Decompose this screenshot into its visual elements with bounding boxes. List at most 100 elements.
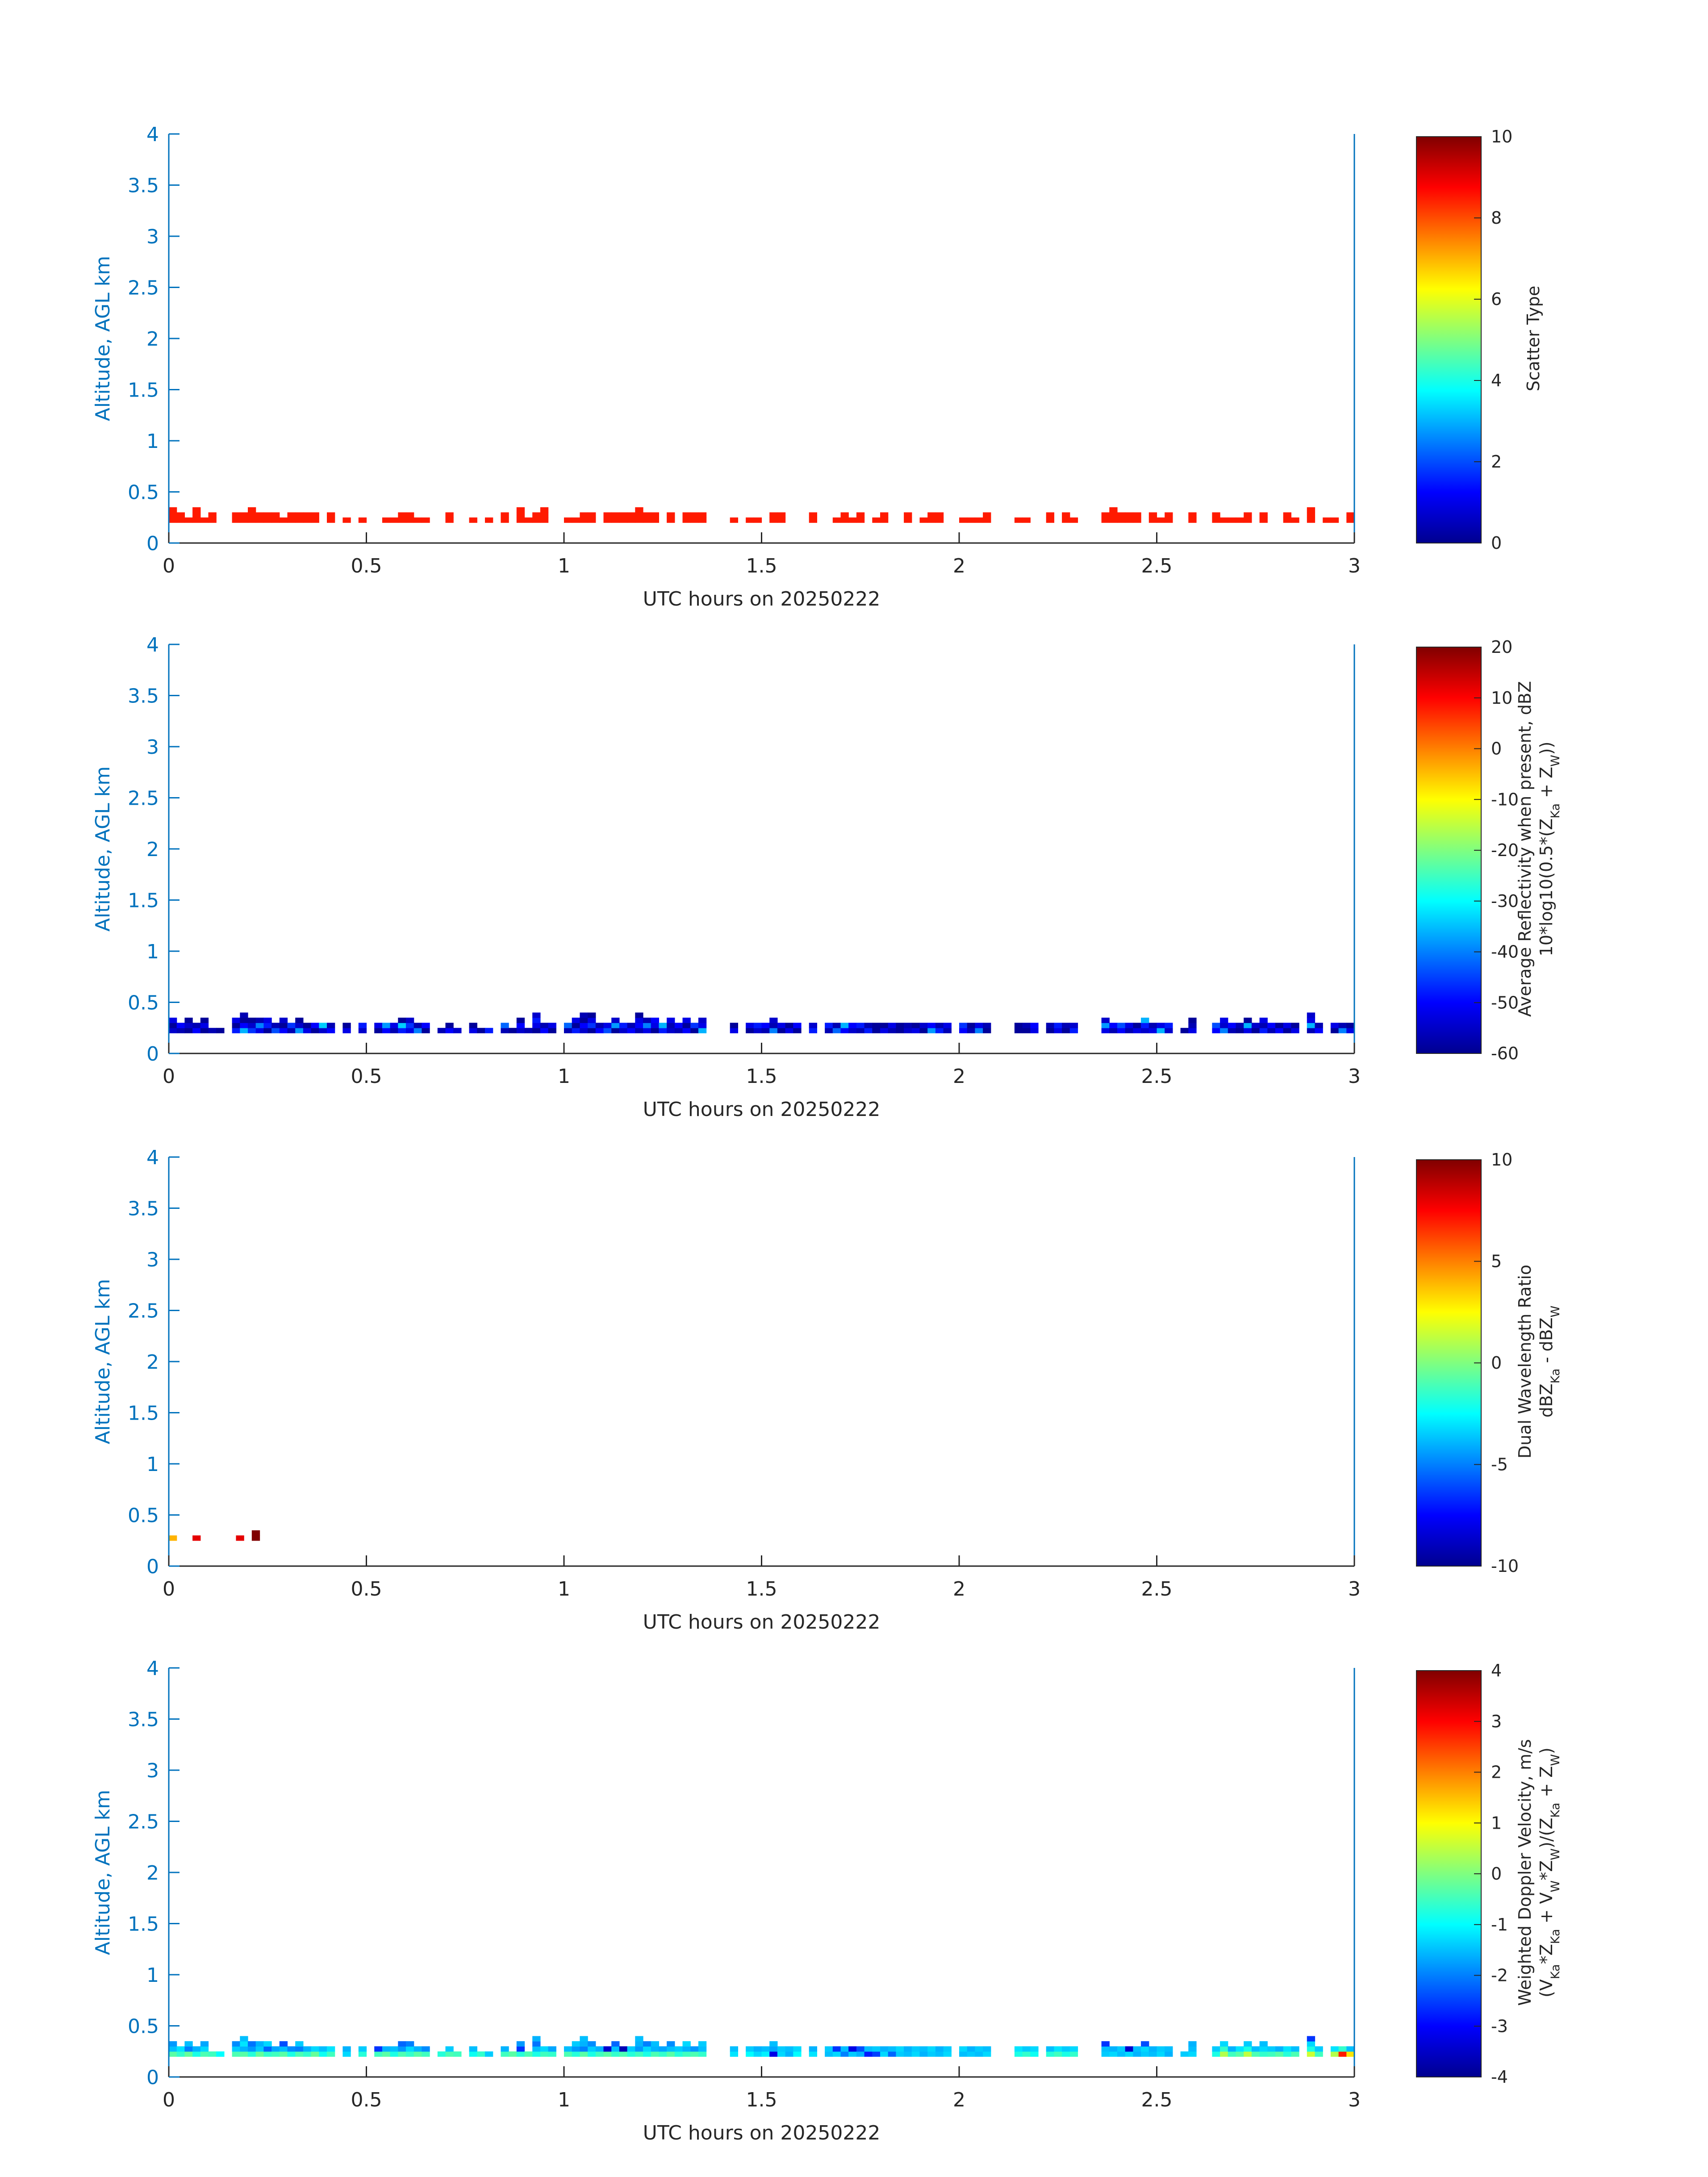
heatmap-cell	[1330, 517, 1339, 523]
heatmap-cell	[1220, 1023, 1228, 1028]
heatmap-cell	[169, 1028, 177, 1033]
heatmap-cell	[1346, 1023, 1355, 1028]
heatmap-cell	[564, 1028, 572, 1033]
colorbar-tick-label: -10	[1491, 1556, 1519, 1576]
heatmap-cell	[271, 517, 280, 523]
heatmap-cell	[200, 2051, 209, 2057]
heatmap-cell	[1046, 2046, 1054, 2052]
heatmap-cell	[793, 2051, 802, 2057]
heatmap-cell	[1283, 512, 1291, 518]
x-tick-label: 1	[558, 555, 570, 577]
heatmap-cell	[1259, 1028, 1268, 1033]
heatmap-cell	[864, 1023, 873, 1028]
heatmap-cell	[548, 1028, 556, 1033]
heatmap-cell	[682, 512, 691, 518]
x-tick-label: 2.5	[1141, 1578, 1173, 1600]
heatmap-cell	[1141, 1023, 1149, 1028]
heatmap-cell	[271, 2051, 280, 2057]
heatmap-cell	[919, 2046, 928, 2052]
heatmap-cell	[572, 1017, 580, 1023]
y-tick-label: 0.5	[128, 2015, 159, 2038]
heatmap-cell	[785, 1023, 793, 1028]
heatmap-cell	[327, 512, 335, 518]
heatmap-cell	[232, 2051, 240, 2057]
heatmap-cell	[983, 2051, 991, 2057]
heatmap-cell	[580, 1028, 588, 1033]
heatmap-cell	[232, 2041, 240, 2047]
heatmap-cell	[342, 2046, 351, 2052]
heatmap-cell	[176, 1028, 185, 1033]
heatmap-cell	[690, 2051, 699, 2057]
heatmap-cell	[303, 2046, 312, 2052]
heatmap-cell	[169, 507, 177, 513]
heatmap-cell	[255, 512, 264, 518]
heatmap-cell	[880, 512, 889, 518]
heatmap-cell	[967, 1028, 975, 1033]
heatmap-cell	[1125, 2051, 1133, 2057]
heatmap-cell	[627, 1028, 635, 1033]
heatmap-cell	[975, 2051, 983, 2057]
heatmap-cell	[595, 2051, 604, 2057]
heatmap-cell	[169, 1535, 177, 1541]
heatmap-cell	[651, 1017, 659, 1023]
heatmap-cell	[1062, 1023, 1070, 1028]
heatmap-cell	[595, 1023, 604, 1028]
heatmap-cell	[398, 1017, 406, 1023]
heatmap-cell	[445, 1023, 454, 1028]
heatmap-cell	[564, 2051, 572, 2057]
heatmap-cell	[1014, 2046, 1023, 2052]
heatmap-cell	[580, 512, 588, 518]
heatmap-cell	[1236, 2051, 1244, 2057]
heatmap-cell	[248, 2041, 256, 2047]
heatmap-cell	[398, 512, 406, 518]
heatmap-cell	[1054, 2046, 1062, 2052]
heatmap-cell	[832, 517, 841, 523]
heatmap-cell	[611, 1017, 620, 1023]
y-tick-label: 1.5	[128, 379, 159, 402]
heatmap-cell	[588, 517, 596, 523]
heatmap-cell	[445, 517, 454, 523]
heatmap-cell	[627, 1023, 635, 1028]
heatmap-cell	[1133, 2046, 1141, 2052]
heatmap-cell	[398, 1023, 406, 1028]
heatmap-cell	[1101, 2046, 1110, 2052]
heatmap-cell	[1165, 2051, 1173, 2057]
heatmap-cell	[904, 1023, 912, 1028]
heatmap-cell	[864, 1028, 873, 1033]
heatmap-cell	[1148, 517, 1157, 523]
heatmap-cell	[1244, 2046, 1252, 2052]
heatmap-cell	[295, 512, 304, 518]
heatmap-cell	[192, 1535, 201, 1541]
heatmap-cell	[588, 2046, 596, 2052]
x-tick-label: 1.5	[746, 2089, 777, 2111]
y-tick-label: 2	[146, 328, 159, 351]
heatmap-cell	[1315, 2051, 1323, 2057]
heatmap-cell	[1291, 2046, 1299, 2052]
heatmap-cell	[651, 2041, 659, 2047]
heatmap-cell	[1307, 2046, 1315, 2052]
heatmap-cell	[1283, 517, 1291, 523]
heatmap-cell	[1259, 2046, 1268, 2052]
heatmap-cell	[635, 2041, 643, 2047]
heatmap-cell	[777, 512, 786, 518]
heatmap-cell	[667, 2046, 675, 2052]
heatmap-cell	[295, 2046, 304, 2052]
heatmap-cell	[1125, 1023, 1133, 1028]
heatmap-cell	[532, 1017, 541, 1023]
heatmap-cell	[848, 2051, 857, 2057]
heatmap-cell	[303, 1023, 312, 1028]
heatmap-cell	[1030, 2046, 1039, 2052]
heatmap-cell	[501, 517, 509, 523]
heatmap-cell	[1228, 517, 1236, 523]
x-tick-label: 1.5	[746, 1065, 777, 1088]
heatmap-cell	[1228, 2046, 1236, 2052]
heatmap-cell	[967, 2051, 975, 2057]
heatmap-cell	[406, 2041, 414, 2047]
heatmap-cell	[832, 1028, 841, 1033]
heatmap-cell	[469, 1023, 477, 1028]
heatmap-cell	[1141, 2051, 1149, 2057]
heatmap-cell	[263, 1023, 272, 1028]
heatmap-cell	[1267, 2046, 1276, 2052]
heatmap-cell	[303, 517, 312, 523]
heatmap-cell	[263, 512, 272, 518]
